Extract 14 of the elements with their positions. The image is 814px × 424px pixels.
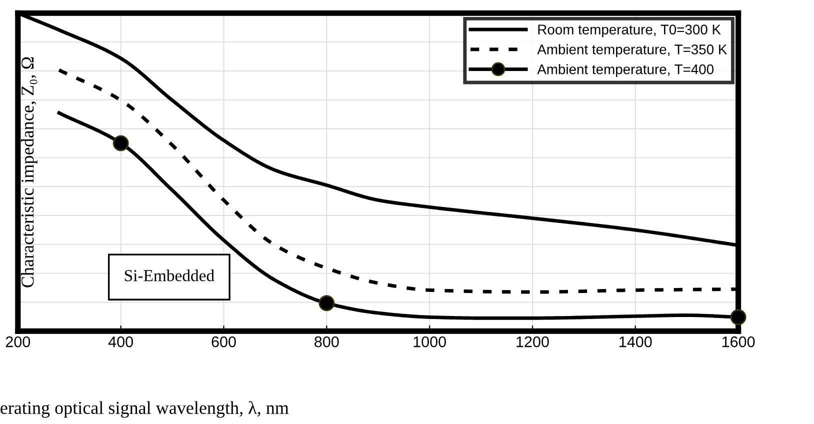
legend-label: Ambient temperature, T=350 K xyxy=(537,44,728,58)
legend-label: Ambient temperature, T=400 xyxy=(537,64,714,77)
legend-label: Room temperature, T0=300 K xyxy=(538,24,721,38)
x-tick-label: 200 xyxy=(6,336,30,348)
x-tick-label: 1600 xyxy=(722,336,755,348)
y-axis-title: Characteristic impedance, Z₀, Ω xyxy=(20,57,38,288)
x-tick-label: 1000 xyxy=(414,336,446,348)
x-tick-label: 400 xyxy=(108,336,133,348)
x-tick-label: 1400 xyxy=(620,336,652,348)
x-tick-label: 800 xyxy=(314,336,339,348)
x-tick-label: 600 xyxy=(212,336,236,348)
annotation: Si-Embedded xyxy=(124,270,214,282)
x-tick-label: 1200 xyxy=(516,336,549,348)
x-axis-title: erating optical signal wavelength, λ, nm xyxy=(0,401,289,418)
